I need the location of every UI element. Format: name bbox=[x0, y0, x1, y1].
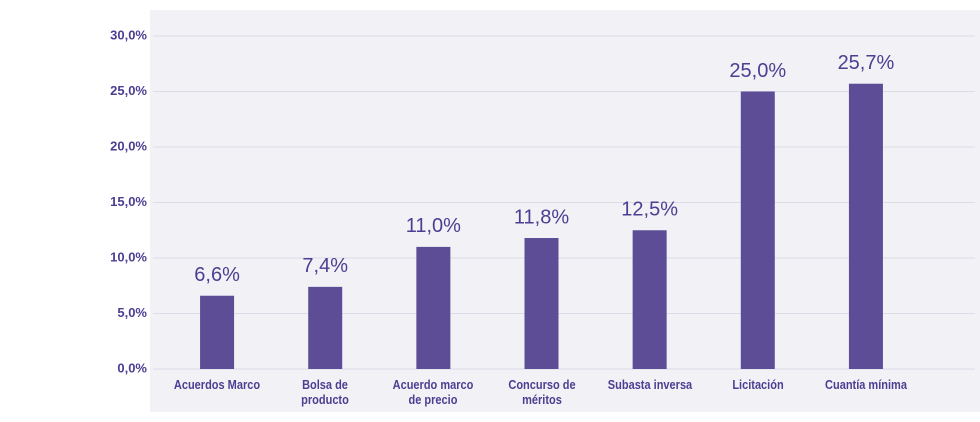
x-tick-label: Acuerdos Marco bbox=[173, 378, 261, 392]
plot-background bbox=[150, 10, 980, 412]
x-tick-label: Bolsa de producto bbox=[301, 378, 350, 407]
x-tick-label: Concurso de méritos bbox=[507, 378, 576, 407]
y-tick-label: 5,0% bbox=[117, 305, 147, 320]
data-label: 25,0% bbox=[729, 60, 786, 82]
y-tick-label: 20,0% bbox=[110, 138, 147, 153]
bar bbox=[632, 230, 667, 369]
y-tick-label: 30,0% bbox=[110, 27, 147, 42]
data-label: 7,4% bbox=[302, 255, 348, 277]
data-label: 12,5% bbox=[621, 199, 678, 221]
y-tick-label: 0,0% bbox=[117, 360, 147, 375]
x-tick-label: Acuerdo marco de precio bbox=[392, 378, 474, 407]
data-label: 6,6% bbox=[194, 264, 240, 286]
data-label: 25,7% bbox=[838, 52, 895, 74]
y-tick-label: 25,0% bbox=[110, 83, 147, 98]
y-tick-label: 10,0% bbox=[110, 249, 147, 264]
data-label: 11,8% bbox=[514, 206, 569, 228]
bar bbox=[416, 246, 451, 369]
bar bbox=[740, 91, 775, 369]
data-label: 11,0% bbox=[406, 215, 461, 237]
x-tick-label: Cuantía mínima bbox=[824, 378, 907, 392]
bar bbox=[308, 286, 343, 369]
x-tick-label: Licitación bbox=[732, 378, 784, 392]
y-tick-label: 15,0% bbox=[110, 194, 147, 209]
x-tick-label: Subasta inversa bbox=[607, 378, 692, 392]
bar bbox=[524, 238, 559, 369]
bar bbox=[848, 83, 883, 369]
bar bbox=[200, 295, 235, 369]
